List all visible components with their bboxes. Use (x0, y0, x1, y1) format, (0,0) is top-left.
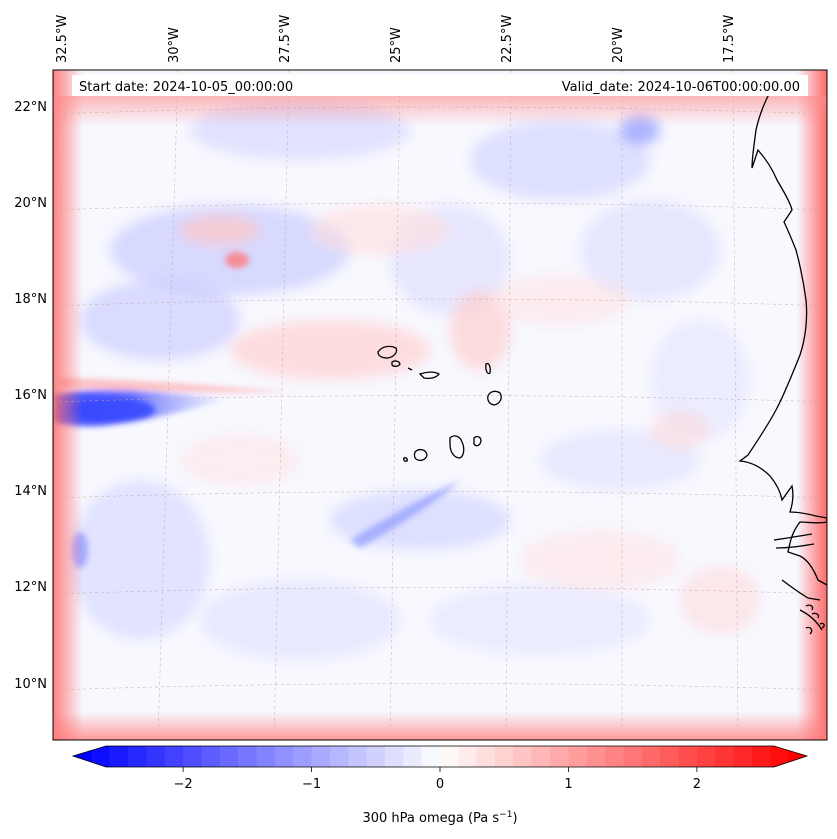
gridline-lat-18 (53, 298, 827, 307)
colorbar-gradient (71, 745, 809, 768)
map-gridlines (53, 70, 827, 740)
lon-label: 22.5°W (500, 15, 515, 63)
start-date-label: Start date: 2024-10-05_00:00:00 (79, 80, 293, 95)
island-santiago (449, 435, 465, 459)
colorbar-label: 300 hPa omega (Pa s−1) (362, 810, 517, 826)
gridline-lon-25 (389, 70, 401, 740)
latitude-labels: 22°N 20°N 18°N 16°N 14°N 12°N 10°N (14, 100, 47, 692)
lon-label: 27.5°W (278, 15, 293, 63)
header-bar (72, 75, 808, 96)
gridline-lon-30 (157, 70, 179, 740)
colorbar-tick-label: −2 (173, 777, 192, 792)
island-sal (485, 362, 491, 375)
gridline-lat-20 (53, 202, 827, 211)
lon-label: 32.5°W (55, 15, 70, 63)
gridline-lat-16 (53, 395, 827, 403)
island-boa-vista (487, 390, 502, 406)
valid-date-label: Valid_date: 2024-10-06T00:00:00.00 (562, 80, 800, 95)
africa-coastline (738, 91, 827, 631)
lat-label: 20°N (14, 196, 47, 211)
island-brava (403, 457, 408, 462)
island-santa-luzia (407, 367, 413, 371)
gambia-river (773, 533, 815, 549)
gridline-lon-27.5 (273, 70, 290, 740)
island-santo-antao (377, 345, 398, 359)
lat-label: 16°N (14, 388, 47, 403)
lon-label: 25°W (389, 27, 404, 63)
colorbar-ticks: −2 −1 0 1 2 (173, 767, 701, 792)
island-sao-nicolau (418, 371, 440, 380)
island-maio (473, 435, 482, 447)
gridline-lat-14 (53, 491, 827, 499)
lon-label: 20°W (611, 27, 626, 63)
lat-label: 14°N (14, 484, 47, 499)
lon-label: 17.5°W (722, 15, 737, 63)
gridline-lon-22.5 (505, 70, 512, 740)
lon-label: 30°W (167, 27, 182, 63)
map-frame (52, 69, 828, 741)
colorbar-tick-label: 0 (436, 777, 444, 792)
bijagos-islands (805, 604, 825, 635)
omega-field (53, 70, 827, 740)
gridline-lat-10 (53, 683, 827, 691)
lat-label: 12°N (14, 580, 47, 595)
lat-label: 22°N (14, 100, 47, 115)
island-fogo (413, 448, 428, 462)
lat-label: 10°N (14, 677, 47, 692)
gridline-lat-22 (53, 106, 827, 115)
colorbar-tick-label: 2 (693, 777, 701, 792)
gridline-lat-12 (53, 587, 827, 595)
gridline-lon-17.5 (732, 70, 739, 740)
colorbar: −2 −1 0 1 2 300 hPa omega (Pa s−1) (71, 745, 809, 826)
coastlines (377, 91, 827, 635)
colorbar-tick-label: 1 (564, 777, 572, 792)
colorbar-tick-label: −1 (302, 777, 321, 792)
lat-label: 18°N (14, 292, 47, 307)
longitude-labels: 32.5°W 30°W 27.5°W 25°W 22.5°W 20°W 17.5… (55, 15, 737, 63)
island-sao-vicente (391, 360, 401, 368)
